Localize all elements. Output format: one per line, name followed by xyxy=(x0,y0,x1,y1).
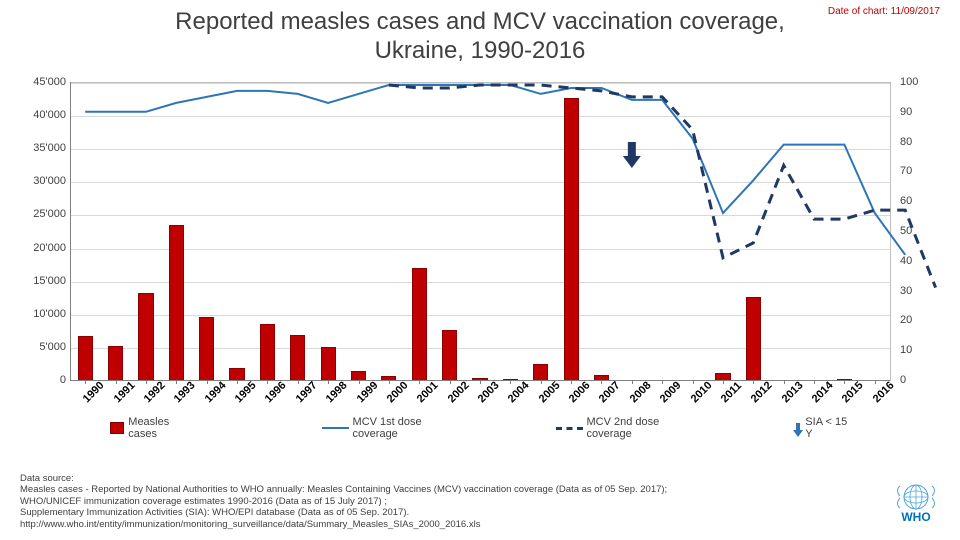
legend-line2: MCV 2nd dose coverage xyxy=(556,418,693,438)
y1-tick-label: 10'000 xyxy=(18,308,66,320)
legend-line1: MCV 1st dose coverage xyxy=(322,418,456,438)
footer-l4: Supplementary Immunization Activities (S… xyxy=(20,507,850,518)
y2-tick-label: 60 xyxy=(900,195,930,207)
y2-tick-label: 70 xyxy=(900,165,930,177)
chart-title: Reported measles cases and MCV vaccinati… xyxy=(0,8,960,66)
y1-tick-label: 15'000 xyxy=(18,275,66,287)
legend-line1-swatch xyxy=(322,427,348,429)
title-line2: Ukraine, 1990-2016 xyxy=(375,37,586,64)
footer-l3: WHO/UNICEF immunization coverage estimat… xyxy=(20,496,850,507)
y2-tick-label: 50 xyxy=(900,225,930,237)
y1-tick-label: 5'000 xyxy=(18,341,66,353)
who-logo: WHO xyxy=(890,482,942,522)
footer-l5: http://www.who.int/entity/immunization/m… xyxy=(20,519,850,530)
y2-tick-label: 40 xyxy=(900,255,930,267)
y2-tick-label: 100 xyxy=(900,76,930,88)
y2-tick-label: 10 xyxy=(900,344,930,356)
y2-tick-label: 20 xyxy=(900,314,930,326)
y1-tick-label: 30'000 xyxy=(18,175,66,187)
legend-line2-label: MCV 2nd dose coverage xyxy=(587,416,694,440)
y2-tick-label: 90 xyxy=(900,106,930,118)
y1-tick-label: 35'000 xyxy=(18,142,66,154)
footer-l1: Data source: xyxy=(20,473,850,484)
legend-bar-swatch xyxy=(110,422,124,434)
y1-tick-label: 25'000 xyxy=(18,208,66,220)
y1-tick-label: 0 xyxy=(18,374,66,386)
y2-tick-label: 0 xyxy=(900,374,930,386)
svg-text:WHO: WHO xyxy=(901,510,930,522)
mcv2-line xyxy=(389,85,936,288)
y2-tick-label: 80 xyxy=(900,136,930,148)
legend-sia: SIA < 15 Y xyxy=(793,418,850,438)
sia-marker-icon xyxy=(623,142,641,168)
legend-line1-label: MCV 1st dose coverage xyxy=(353,416,457,440)
legend-sia-marker xyxy=(793,423,801,433)
title-line1: Reported measles cases and MCV vaccinati… xyxy=(175,8,785,35)
legend-sia-label: SIA < 15 Y xyxy=(805,416,850,440)
footer-l2: Measles cases - Reported by National Aut… xyxy=(20,484,850,495)
footer-source: Data source: Measles cases - Reported by… xyxy=(20,473,850,530)
y1-tick-label: 20'000 xyxy=(18,242,66,254)
legend-bars: Measles cases xyxy=(110,418,192,438)
chart-container: Date of chart: 11/09/2017 Reported measl… xyxy=(0,0,960,540)
y1-tick-label: 40'000 xyxy=(18,109,66,121)
y2-tick-label: 30 xyxy=(900,285,930,297)
legend-line2-swatch xyxy=(556,427,582,430)
legend-bars-label: Measles cases xyxy=(128,416,192,440)
legend: Measles cases MCV 1st dose coverage MCV … xyxy=(70,418,890,438)
line-layer xyxy=(70,82,890,380)
y1-tick-label: 45'000 xyxy=(18,76,66,88)
